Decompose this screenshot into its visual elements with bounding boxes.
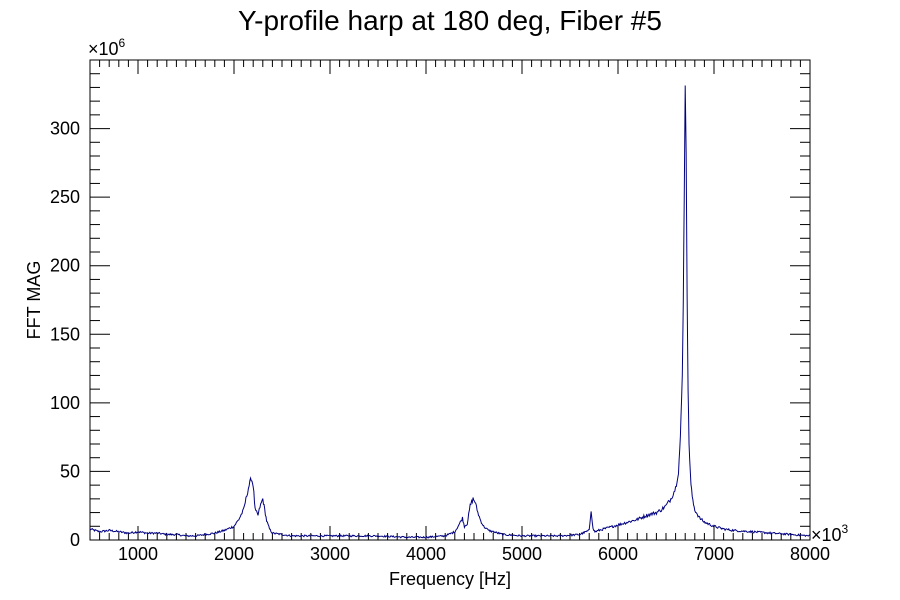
y-axis-multiplier: ×106 xyxy=(88,36,126,59)
x-multiplier-base: ×10 xyxy=(811,525,842,545)
x-tick-label: 8000 xyxy=(790,544,830,564)
x-tick-label: 5000 xyxy=(502,544,542,564)
plot-frame xyxy=(89,59,811,541)
x-tick-label: 1000 xyxy=(118,544,158,564)
chart-title: Y-profile harp at 180 deg, Fiber #5 xyxy=(238,5,662,36)
y-tick-label: 100 xyxy=(50,393,80,413)
y-tick-label: 50 xyxy=(60,461,80,481)
y-tick-label: 0 xyxy=(70,530,80,550)
y-multiplier-base: ×10 xyxy=(88,39,119,59)
x-tick-label: 6000 xyxy=(598,544,638,564)
x-axis-label: Frequency [Hz] xyxy=(389,569,511,589)
y-tick-label: 250 xyxy=(50,187,80,207)
x-axis-multiplier: ×103 xyxy=(811,522,849,545)
x-axis-ticks xyxy=(89,60,811,540)
y-multiplier-exponent: 6 xyxy=(119,36,126,50)
y-axis-tick-labels: 0 50 100 150 200 250 300 xyxy=(50,119,80,550)
y-tick-label: 200 xyxy=(50,256,80,276)
x-tick-label: 7000 xyxy=(694,544,734,564)
x-tick-label: 3000 xyxy=(310,544,350,564)
x-tick-label: 2000 xyxy=(214,544,254,564)
y-axis-label: FFT MAG xyxy=(24,261,44,340)
y-tick-label: 150 xyxy=(50,324,80,344)
y-tick-label: 300 xyxy=(50,119,80,139)
x-multiplier-exponent: 3 xyxy=(842,522,849,536)
x-tick-label: 4000 xyxy=(406,544,446,564)
y-axis-ticks xyxy=(90,59,810,541)
x-axis-tick-labels: 1000 2000 3000 4000 5000 6000 7000 8000 xyxy=(118,544,830,564)
series-line xyxy=(89,85,811,539)
